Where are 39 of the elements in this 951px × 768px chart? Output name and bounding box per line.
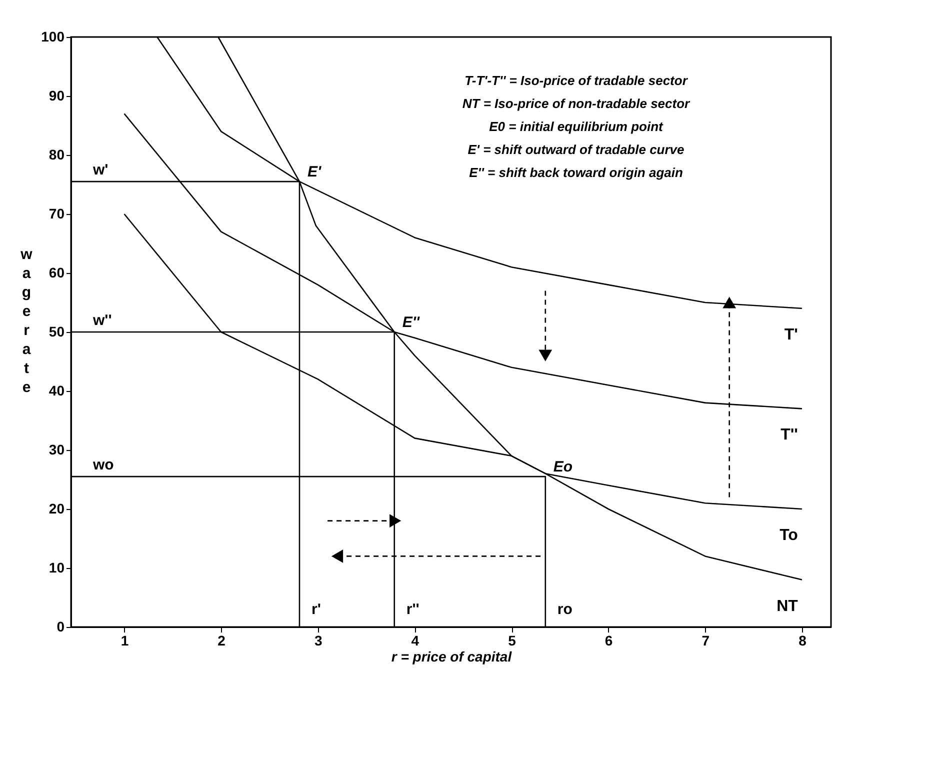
x-tick-label: 3 [314,632,322,648]
annotation: ro [557,601,572,618]
series-label: NT [776,598,798,615]
annotation: E' [307,164,322,181]
annotation: E'' = shift back toward origin again [469,165,683,180]
x-tick-label: 2 [218,632,226,648]
annotation: NT = Iso-price of non-tradable sector [462,96,691,111]
annotation: r'' [406,601,420,618]
y-tick-label: 30 [48,442,65,458]
y-tick-label: 10 [48,560,65,576]
y-axis-title: wage rate [20,246,33,396]
y-tick-label: 50 [48,324,65,340]
series-label: To [780,527,798,544]
y-tick-label: 0 [56,618,65,634]
annotation: w' [92,162,108,179]
x-tick-label: 5 [508,632,516,648]
annotation: w'' [92,312,112,329]
annotation: E0 = initial equilibrium point [489,119,664,134]
annotation: Eo [553,458,573,476]
x-axis-title: r = price of capital [391,648,513,664]
annotation: E' = shift outward of tradable curve [468,142,684,157]
y-tick-label: 80 [48,146,65,162]
y-tick-label: 70 [48,206,65,222]
annotation: r' [311,601,321,618]
annotation: wo [92,456,114,474]
x-tick-label: 7 [702,632,710,648]
x-tick-label: 6 [604,632,613,648]
annotation: E'' [402,314,420,331]
y-tick-label: 60 [48,264,65,280]
y-tick-label: 90 [48,88,65,104]
y-tick-label: 100 [41,28,65,44]
x-tick-label: 4 [411,632,420,648]
x-tick-label: 1 [120,632,129,648]
annotation: T-T'-T'' = Iso-price of tradable sector [464,73,688,88]
series-label: T' [784,326,798,344]
y-tick-label: 40 [48,382,65,398]
series-label: T'' [780,426,798,444]
x-tick-label: 8 [798,632,807,648]
y-tick-label: 20 [48,500,65,516]
